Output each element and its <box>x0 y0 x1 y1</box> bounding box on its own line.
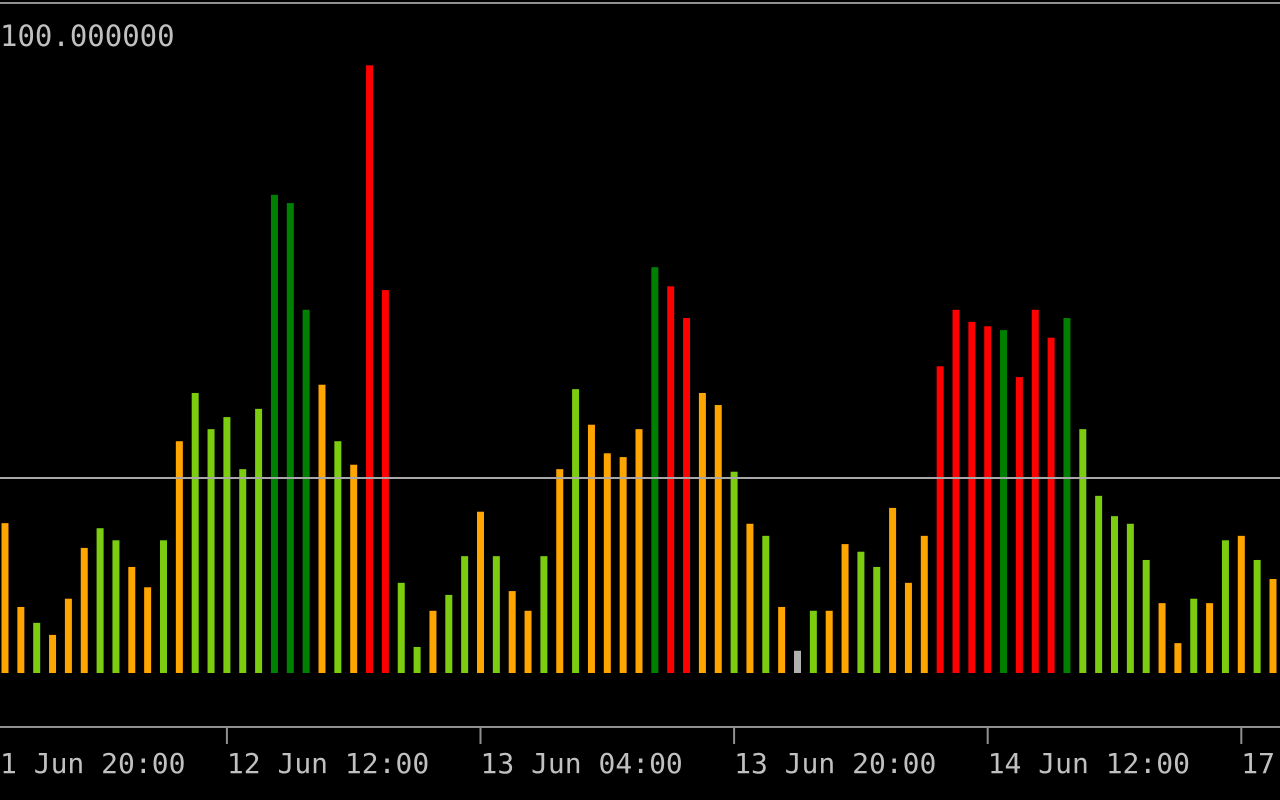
bar <box>730 471 738 673</box>
bar <box>1047 337 1055 673</box>
bar <box>794 650 801 673</box>
bar <box>1079 429 1087 673</box>
bar <box>144 587 152 673</box>
bar <box>889 507 897 673</box>
bar <box>857 551 865 673</box>
bar <box>191 392 199 673</box>
bar <box>207 429 215 673</box>
bar <box>334 441 342 673</box>
bar <box>1111 516 1118 673</box>
bar <box>33 622 41 673</box>
x-tick-label: 12 Jun 12:00 <box>227 747 429 780</box>
bar <box>683 318 691 673</box>
x-tick-label: 13 Jun 04:00 <box>481 747 683 780</box>
bar <box>904 582 912 673</box>
bar <box>667 286 675 673</box>
bar <box>1015 377 1023 673</box>
bar <box>968 321 976 673</box>
bar <box>920 535 928 673</box>
bar <box>556 469 564 673</box>
bar <box>1174 643 1182 673</box>
bar <box>1031 309 1039 673</box>
bar <box>1190 598 1198 673</box>
bar <box>64 598 72 673</box>
bar <box>1269 579 1277 673</box>
bar <box>873 566 881 673</box>
bar <box>1253 559 1261 673</box>
bar <box>984 326 992 673</box>
bar <box>587 424 595 673</box>
bar <box>619 457 627 673</box>
bar <box>1 523 9 673</box>
bar <box>477 511 484 673</box>
bar <box>572 389 580 673</box>
bar <box>635 429 643 673</box>
bar <box>778 606 786 673</box>
bar <box>1126 523 1134 673</box>
bar <box>255 408 263 673</box>
bar <box>1000 330 1008 673</box>
bar <box>1237 535 1245 673</box>
y-tick-label: 100.000000 <box>0 19 175 53</box>
bar <box>318 384 326 673</box>
bar <box>223 417 231 673</box>
bar <box>17 606 25 673</box>
bar <box>445 594 453 673</box>
bar <box>381 290 389 673</box>
bar <box>413 646 421 673</box>
bar <box>461 556 469 673</box>
x-tick-label: 14 Jun 12:00 <box>988 747 1190 780</box>
bar <box>302 309 310 673</box>
x-tick-label: 1 Jun 20:00 <box>0 747 185 780</box>
bar <box>825 610 833 673</box>
bar <box>1063 318 1071 673</box>
bar <box>160 540 167 673</box>
bar <box>1158 603 1166 673</box>
bar <box>651 267 659 673</box>
x-tick-label: 17 <box>1241 747 1275 780</box>
bar <box>112 540 120 673</box>
bar <box>746 523 754 673</box>
bar <box>49 634 57 673</box>
bar <box>698 392 706 673</box>
bar <box>714 405 722 673</box>
bar <box>1142 559 1150 673</box>
bar <box>540 556 548 673</box>
bar <box>762 535 770 673</box>
bar <box>96 528 104 673</box>
bar <box>952 309 960 673</box>
bar <box>1221 540 1229 673</box>
bar <box>809 610 817 673</box>
bar <box>524 610 532 673</box>
bar <box>1206 603 1214 673</box>
bar <box>270 194 278 673</box>
bar <box>397 582 405 673</box>
bar <box>841 544 849 673</box>
bar <box>508 591 516 673</box>
bar <box>175 441 183 673</box>
bar <box>429 610 437 673</box>
x-tick-label: 13 Jun 20:00 <box>734 747 936 780</box>
bar <box>936 366 944 673</box>
bar <box>492 556 500 673</box>
bar <box>286 203 294 673</box>
bar <box>239 469 247 673</box>
bar <box>80 547 88 673</box>
bar <box>366 65 374 674</box>
bar <box>128 566 136 673</box>
bar <box>1095 495 1103 673</box>
bar <box>350 464 358 673</box>
bar <box>603 453 611 673</box>
